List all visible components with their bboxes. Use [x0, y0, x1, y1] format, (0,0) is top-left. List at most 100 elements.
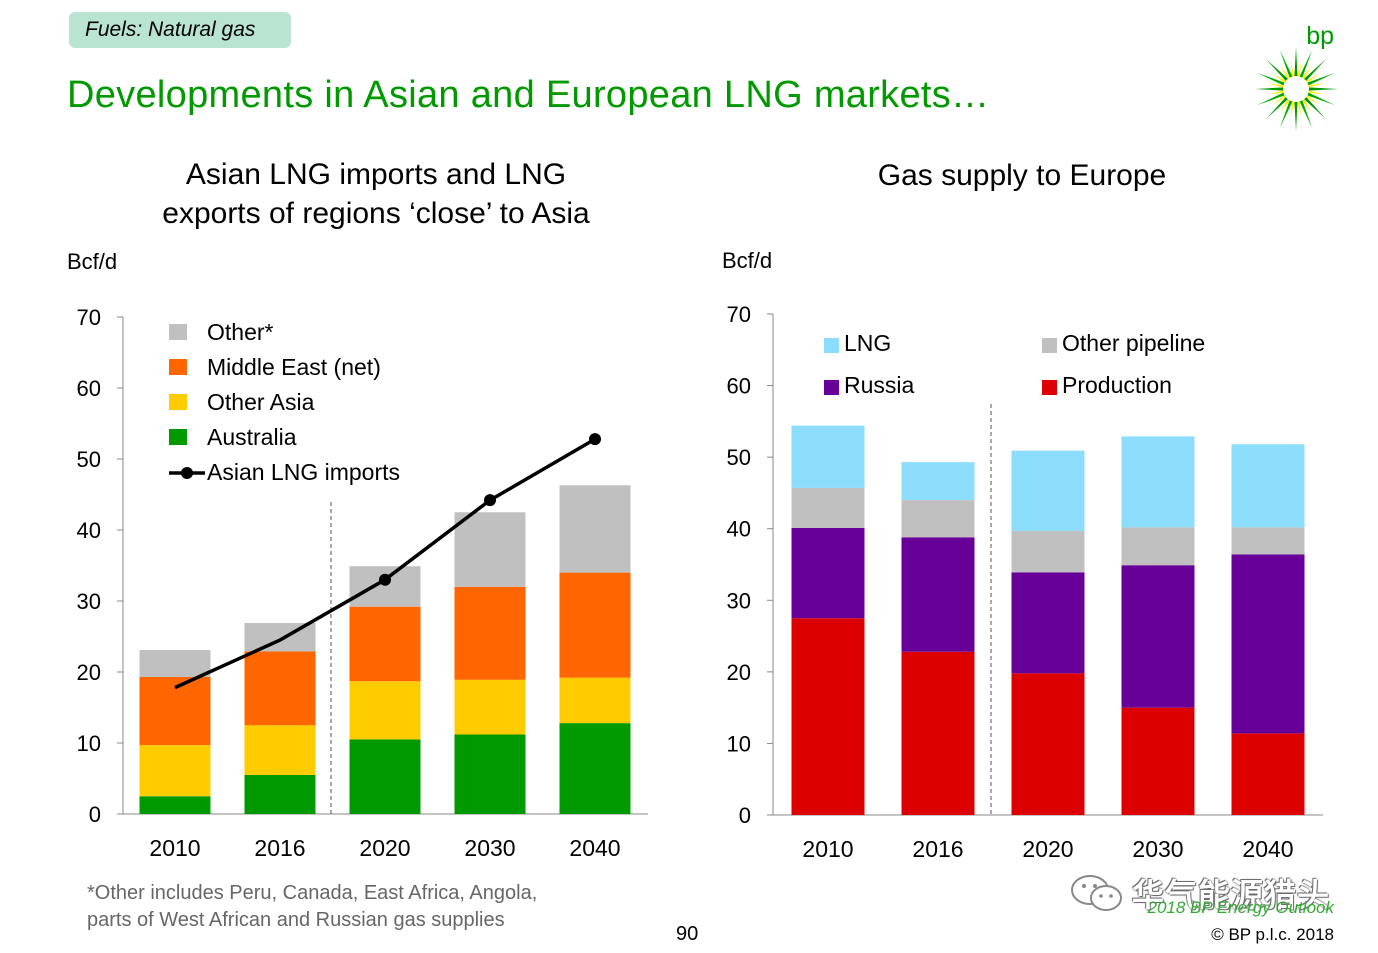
- left-bar-other-asia-2020: [349, 681, 421, 740]
- right-x-tick-label: 2020: [1022, 836, 1073, 862]
- left-bar-other-asia-2040: [559, 677, 631, 724]
- left-x-tick-label: 2016: [254, 835, 305, 861]
- right-bar-other-pipeline-2010: [791, 487, 865, 528]
- left-legend-swatch-other: [169, 324, 187, 340]
- right-y-tick-label: 40: [727, 517, 751, 542]
- left-legend-label-australia: Australia: [207, 424, 297, 450]
- helios-ray: [1305, 87, 1338, 91]
- left-y-tick-label: 70: [77, 305, 101, 330]
- helios-ray: [1301, 94, 1326, 119]
- wechat-icon: [1071, 875, 1122, 911]
- right-y-tick-label: 70: [727, 302, 751, 327]
- right-bar-lng-2020: [1011, 450, 1085, 531]
- footnote-line-2: parts of West African and Russian gas su…: [87, 909, 505, 931]
- left-bar-other-asia-2016: [244, 725, 316, 775]
- right-chart-title: Gas supply to Europe: [878, 159, 1167, 192]
- left-bar-middle-east-net-2020: [349, 606, 421, 682]
- left-y-tick-label: 50: [77, 447, 101, 472]
- helios-ray: [1294, 98, 1298, 130]
- right-bar-russia-2010: [791, 527, 865, 619]
- right-legend-swatch-production: [1042, 380, 1057, 395]
- section-tag: Fuels: Natural gas: [69, 12, 291, 48]
- right-bar-lng-2016: [901, 462, 975, 501]
- right-bar-other-pipeline-2030: [1121, 527, 1195, 566]
- left-chart-title-line2: exports of regions ‘close’ to Asia: [162, 197, 590, 230]
- left-bar-other-2030: [454, 512, 526, 587]
- footnote-line-1: *Other includes Peru, Canada, East Afric…: [87, 882, 538, 904]
- helios-ray: [1298, 97, 1313, 128]
- left-bar-australia-2040: [559, 723, 631, 814]
- right-x-tick-label: 2016: [912, 836, 963, 862]
- left-x-tick-label: 2010: [149, 835, 200, 861]
- left-bar-other-asia-2030: [454, 679, 526, 735]
- helios-ray: [1304, 91, 1335, 106]
- right-bar-russia-2040: [1231, 554, 1305, 734]
- source-label: 2018 BP Energy Outlook: [1147, 898, 1335, 917]
- right-bar-other-pipeline-2020: [1011, 530, 1085, 573]
- right-x-tick-label: 2030: [1132, 836, 1183, 862]
- right-y-tick-label: 30: [727, 588, 751, 613]
- left-bar-middle-east-net-2016: [244, 651, 316, 726]
- right-x-tick-label: 2040: [1242, 836, 1293, 862]
- helios-ray: [1257, 91, 1288, 106]
- left-bar-middle-east-net-2030: [454, 586, 526, 680]
- left-chart-title-line1: Asian LNG imports and LNG: [186, 158, 566, 191]
- bp-logo-text: bp: [1306, 22, 1334, 50]
- left-bar-other-2010: [139, 649, 211, 677]
- left-legend-label-middle-east-net: Middle East (net): [207, 354, 381, 380]
- left-bar-middle-east-net-2040: [559, 572, 631, 678]
- right-chart-unit: Bcf/d: [722, 248, 772, 273]
- right-legend-label-production: Production: [1062, 372, 1172, 398]
- right-legend-label-lng: LNG: [844, 330, 891, 356]
- left-y-tick-label: 40: [77, 518, 101, 543]
- left-x-tick-label: 2020: [359, 835, 410, 861]
- left-y-tick-label: 20: [77, 660, 101, 685]
- right-x-tick-label: 2010: [802, 836, 853, 862]
- bp-logo: bp: [1255, 20, 1340, 130]
- left-bar-middle-east-net-2010: [139, 676, 211, 746]
- helios-ray: [1279, 97, 1294, 128]
- right-bar-production-2030: [1121, 707, 1195, 815]
- right-bar-production-2040: [1231, 733, 1305, 815]
- right-bar-production-2016: [901, 651, 975, 815]
- left-y-tick-label: 60: [77, 376, 101, 401]
- right-bar-russia-2020: [1011, 572, 1085, 674]
- right-bar-production-2020: [1011, 673, 1085, 815]
- right-bar-russia-2030: [1121, 565, 1195, 708]
- left-legend-swatch-middle-east-net: [169, 359, 187, 375]
- footnote: *Other includes Peru, Canada, East Afric…: [87, 880, 537, 934]
- left-y-tick-label: 0: [89, 802, 101, 827]
- left-y-tick-label: 30: [77, 589, 101, 614]
- helios-ray: [1279, 50, 1294, 81]
- page-number: 90: [676, 923, 699, 945]
- helios-ray: [1298, 50, 1313, 81]
- watermark: 华气能源猎头: [1070, 868, 1342, 918]
- right-y-tick-label: 50: [727, 445, 751, 470]
- left-bar-australia-2030: [454, 734, 526, 814]
- helios-sunburst-icon: [1255, 47, 1338, 130]
- left-legend-label-asian-lng-imports: Asian LNG imports: [207, 459, 400, 485]
- left-line-point-2040: [589, 433, 601, 446]
- left-legend-marker: [181, 467, 193, 479]
- right-bar-other-pipeline-2016: [901, 500, 975, 538]
- left-bar-australia-2016: [244, 774, 316, 814]
- helios-ray: [1304, 72, 1335, 87]
- right-legend-swatch-lng: [824, 338, 839, 353]
- left-legend-label-other-asia: Other Asia: [207, 389, 315, 415]
- left-x-tick-label: 2030: [464, 835, 515, 861]
- copyright: © BP p.l.c. 2018: [1211, 925, 1334, 944]
- right-y-tick-label: 10: [727, 731, 751, 756]
- left-legend-swatch-australia: [169, 429, 187, 445]
- right-y-tick-label: 60: [727, 374, 751, 399]
- left-legend-label-other: Other*: [207, 319, 274, 345]
- left-bar-other-2040: [559, 485, 631, 573]
- right-legend-swatch-other-pipeline: [1042, 338, 1057, 353]
- watermark-text: 华气能源猎头: [1132, 877, 1331, 913]
- right-legend-label-russia: Russia: [844, 372, 915, 398]
- left-chart-unit: Bcf/d: [67, 249, 117, 274]
- right-bar-lng-2010: [791, 425, 865, 488]
- helios-ray: [1257, 72, 1288, 87]
